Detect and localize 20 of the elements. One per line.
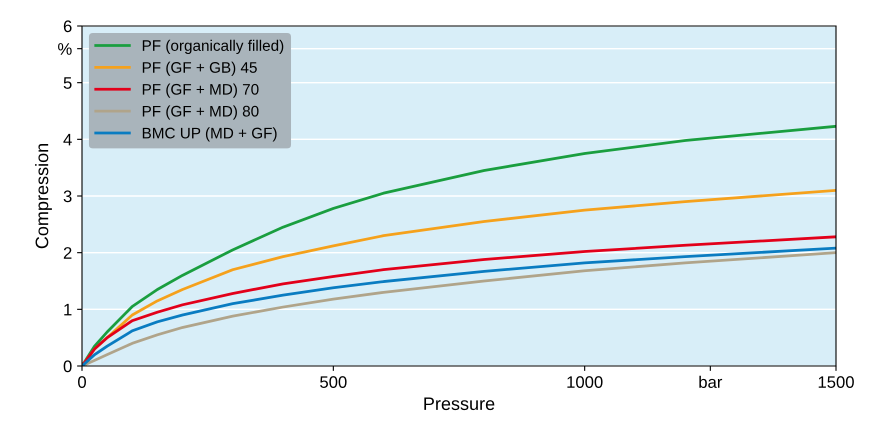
x-tick-label: 1500: [818, 376, 854, 388]
y-tick-label: 4: [63, 134, 72, 146]
x-tick-label: 0: [78, 376, 86, 388]
y-tick-label: 1: [64, 304, 72, 316]
y-tick-label: 5: [64, 77, 72, 89]
y-tick-label: 3: [64, 190, 72, 202]
y-tick-label: 6: [64, 20, 72, 32]
y-tick-label: %: [58, 43, 72, 55]
y-axis-title: Compression: [35, 144, 52, 248]
x-tick-label: 1000: [567, 376, 603, 388]
legend-label: PF (organically filled): [142, 40, 284, 54]
x-tick-label: 500: [320, 376, 347, 388]
legend-label: PF (GF + MD) 70: [142, 84, 259, 98]
legend-label: PF (GF + MD) 80: [142, 105, 259, 120]
legend-label: BMC UP (MD + GF): [142, 127, 277, 142]
legend-label: PF (GF + GB) 45: [142, 62, 257, 76]
y-tick-label: 2: [64, 247, 72, 259]
x-tick-label: bar: [699, 376, 722, 388]
x-axis-title: Pressure: [424, 397, 494, 410]
y-tick-label: 0: [64, 360, 72, 372]
